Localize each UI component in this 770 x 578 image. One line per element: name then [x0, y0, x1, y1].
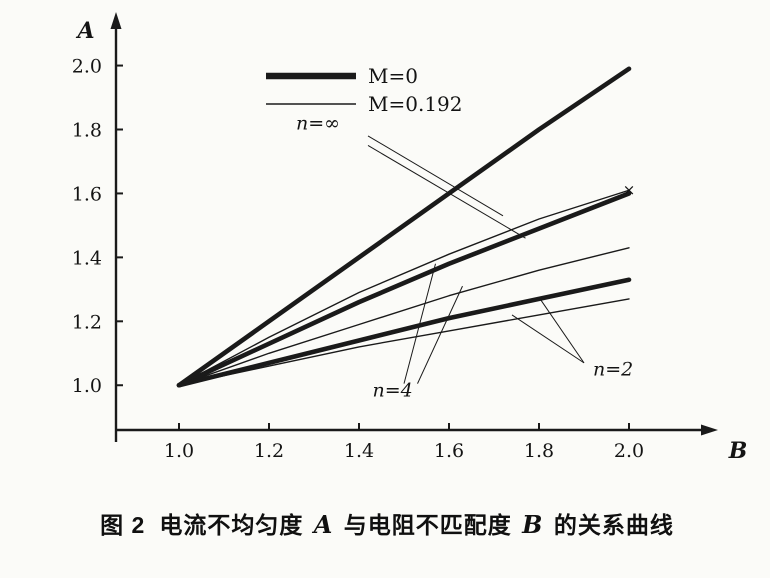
figure-number: 图 2	[100, 512, 146, 538]
annotation-n-4: n=4	[373, 263, 463, 401]
x-tick-label: 2.0	[614, 440, 644, 462]
y-axis-label: A	[75, 18, 94, 44]
y-tick-label: 1.0	[72, 375, 102, 397]
series-m0-n-4	[176, 191, 632, 388]
legend-label: M=0	[368, 64, 418, 88]
annotation-leader	[403, 263, 436, 384]
annotation-n-inf: n=∞	[296, 112, 526, 239]
figure-caption: 图 2 电流不均匀度 A 与电阻不匹配度 B 的关系曲线	[4, 506, 770, 540]
x-tick-label: 1.8	[524, 440, 554, 462]
legend: M=0 M=0.192	[266, 64, 463, 116]
caption-var-b: B	[522, 510, 544, 539]
x-tick-label: 1.6	[434, 440, 464, 462]
annotation-leader	[538, 297, 585, 364]
caption-var-a: A	[313, 510, 334, 539]
annotation-label: n=4	[373, 379, 413, 401]
y-axis-arrow	[110, 12, 122, 29]
series-m0192-n-inf	[178, 189, 630, 386]
annotation-label: n=∞	[296, 112, 340, 134]
x-tick-label: 1.4	[344, 440, 374, 462]
series-m0192-n-4	[178, 247, 630, 386]
y-tick-label: 1.2	[72, 311, 102, 333]
series-m0-n-inf	[176, 66, 632, 388]
y-tick-label: 1.6	[72, 183, 102, 205]
axes	[114, 26, 704, 442]
annotation-label: n=2	[593, 359, 633, 381]
annotation-leader	[417, 285, 463, 384]
series-m0-n-2	[176, 277, 632, 388]
y-tick-label: 1.8	[72, 119, 102, 141]
legend-label: M=0.192	[368, 92, 463, 116]
annotation-n-2: n=2	[511, 297, 633, 381]
annotation-leader	[367, 135, 504, 217]
caption-text-1: 电流不均匀度	[159, 512, 311, 538]
annotation-leader	[511, 314, 585, 364]
y-tick-label: 1.4	[72, 247, 102, 269]
y-tick-label: 2.0	[72, 56, 102, 78]
legend-entry-1: M=0	[266, 64, 418, 88]
x-axis-label: B	[728, 438, 748, 464]
relationship-line-chart: 1.0 1.2 1.4 1.6 1.8 2.0 1.0 1.2 1.4 1.6 1.8 2.0 A B M=…	[72, 12, 748, 464]
legend-entry-2: M=0.192	[266, 92, 463, 116]
caption-text-2: 与电阻不匹配度	[336, 512, 520, 538]
x-tick-label: 1.0	[164, 440, 194, 462]
series-end-marker: ×	[623, 181, 636, 199]
caption-text-3: 的关系曲线	[546, 512, 674, 538]
series-m0192-n-2	[178, 298, 630, 386]
figure-2: 1.0 1.2 1.4 1.6 1.8 2.0 1.0 1.2 1.4 1.6 1.8 2.0 A B M=…	[4, 12, 770, 540]
x-tick-label: 1.2	[254, 440, 284, 462]
scanned-figure-page: 1.0 1.2 1.4 1.6 1.8 2.0 1.0 1.2 1.4 1.6 1.8 2.0 A B M=…	[4, 12, 770, 540]
x-axis-arrow	[701, 424, 718, 436]
annotation-leader	[367, 145, 526, 239]
